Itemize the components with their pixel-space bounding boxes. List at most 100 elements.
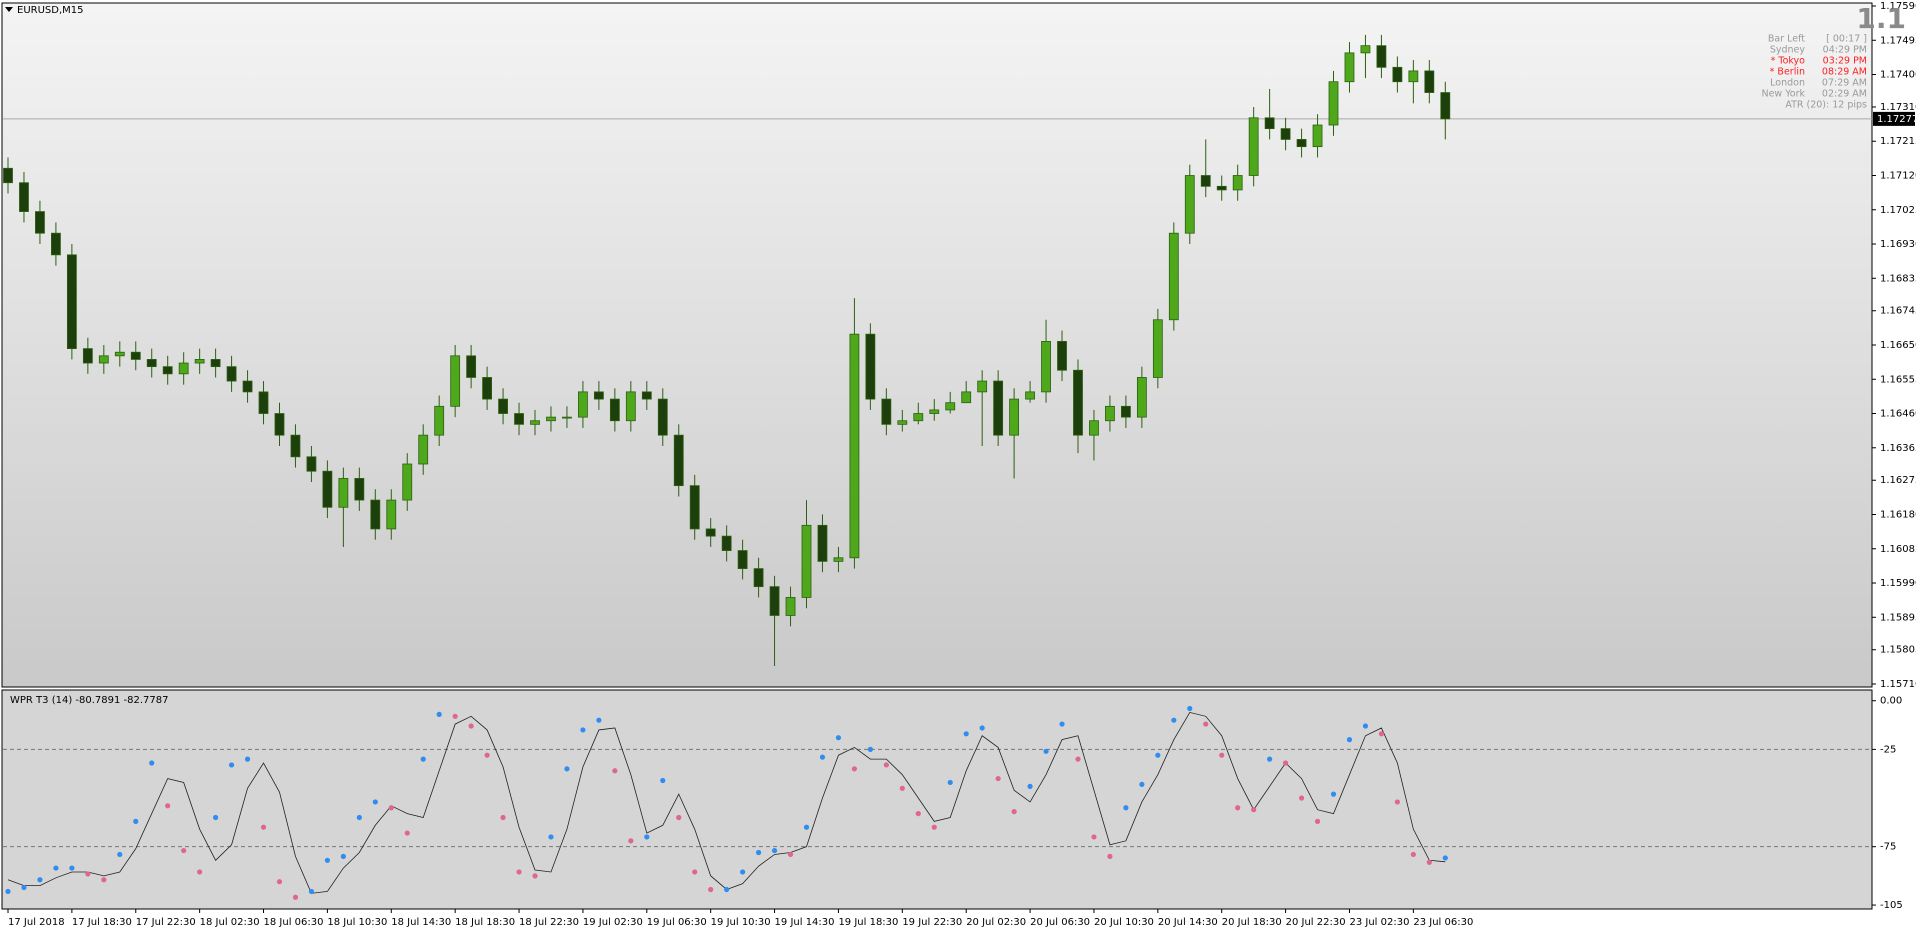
candle-body <box>1152 319 1163 378</box>
wpr-dot <box>1314 818 1321 824</box>
candle-body <box>434 405 445 436</box>
candle-body <box>721 535 732 551</box>
info-label: * Tokyo <box>1771 56 1806 67</box>
wpr-dot <box>197 869 203 875</box>
wpr-dot <box>628 838 634 844</box>
x-tick-label: 20 Jul 02:30 <box>966 917 1026 928</box>
x-tick-label: 19 Jul 22:30 <box>902 917 962 928</box>
x-tick-label: 19 Jul 02:30 <box>583 917 643 928</box>
y-tick-label: -105 <box>1880 900 1903 911</box>
info-value: 04:29 PM <box>1823 45 1867 56</box>
candle-body <box>514 413 524 425</box>
symbol-menu-arrow[interactable] <box>5 7 13 12</box>
y-tick-label: 1.16085 <box>1880 544 1916 555</box>
candle-body <box>753 568 764 588</box>
candle-body <box>1121 405 1131 418</box>
x-tick-label: 23 Jul 02:30 <box>1349 917 1409 928</box>
candle-body <box>737 550 748 569</box>
candle-body <box>673 434 684 487</box>
candle-body <box>1136 377 1147 418</box>
candle-body <box>1232 175 1243 191</box>
candle-body <box>210 359 221 368</box>
wpr-dot <box>420 756 426 762</box>
wpr-dot <box>53 865 59 871</box>
wpr-dot <box>1426 859 1432 865</box>
candle-body <box>689 485 700 530</box>
candle-body <box>785 597 796 616</box>
wpr-dot <box>963 731 969 737</box>
wpr-dot <box>1251 807 1257 813</box>
wpr-dot <box>708 886 714 893</box>
wpr-dot <box>244 756 251 762</box>
wpr-dot <box>1235 805 1241 811</box>
wpr-dot <box>979 725 985 731</box>
x-tick-label: 18 Jul 10:30 <box>327 917 387 928</box>
candle-body <box>705 528 716 537</box>
wpr-dot <box>995 775 1001 782</box>
candle-body <box>865 333 876 400</box>
wpr-dot <box>388 805 394 811</box>
wpr-dot <box>404 830 410 836</box>
info-label: Bar Left <box>1768 34 1805 45</box>
y-tick-label: 1.17590 <box>1880 1 1916 12</box>
wpr-dot <box>1362 723 1369 729</box>
wpr-dot <box>1298 795 1305 801</box>
x-tick-label: 17 Jul 18:30 <box>72 917 132 928</box>
wpr-dot <box>69 865 75 871</box>
info-value: 03:29 PM <box>1823 56 1867 67</box>
candle-body <box>897 420 908 425</box>
y-tick-label: 1.16275 <box>1880 475 1916 486</box>
wpr-dot <box>1219 752 1225 758</box>
wpr-dot <box>484 752 490 758</box>
current-price-label: 1.17277 <box>1877 114 1916 125</box>
y-tick-label: -75 <box>1880 842 1896 853</box>
wpr-dot <box>532 873 538 879</box>
candle-body <box>546 416 556 422</box>
wpr-dot <box>564 766 570 772</box>
info-big: 1.1 <box>1856 2 1906 35</box>
candle-body <box>1073 369 1083 436</box>
wpr-dot <box>1043 748 1049 754</box>
candle-body <box>593 391 604 400</box>
candle-body <box>961 391 972 404</box>
main-panel <box>1 2 1873 688</box>
candle-body <box>1057 340 1067 371</box>
wpr-dot <box>324 857 330 863</box>
candle-body <box>993 380 1004 436</box>
candle-body <box>66 254 77 350</box>
candle-body <box>849 333 860 559</box>
x-tick-label: 17 Jul 22:30 <box>136 917 196 928</box>
candle-body <box>1248 117 1259 176</box>
wpr-dot <box>835 735 842 741</box>
wpr-dot <box>1394 799 1400 805</box>
info-value: 02:29 AM <box>1822 89 1867 100</box>
candle-body <box>1344 52 1355 83</box>
candle-body <box>817 524 828 562</box>
wpr-dot <box>1011 809 1017 815</box>
wpr-dot <box>899 785 905 791</box>
y-tick-label: -25 <box>1880 744 1896 755</box>
candle-body <box>82 348 93 364</box>
wpr-dot <box>771 847 778 854</box>
candle-body <box>1392 66 1403 83</box>
y-tick-label: 1.17495 <box>1880 35 1916 46</box>
wpr-dot <box>931 824 937 830</box>
x-tick-label: 20 Jul 10:30 <box>1094 917 1154 928</box>
x-tick-label: 20 Jul 18:30 <box>1222 917 1282 928</box>
wpr-dot <box>1187 705 1193 712</box>
candle-body <box>306 456 317 472</box>
wpr-dot <box>308 888 315 895</box>
candle-body <box>402 463 413 501</box>
candle-body <box>322 470 333 508</box>
y-tick-label: 1.16745 <box>1880 306 1916 317</box>
wpr-dot <box>548 834 554 840</box>
wpr-dot <box>1059 721 1065 727</box>
indicator-title: WPR T3 (14) -80.7891 -82.7787 <box>10 695 169 706</box>
y-tick-label: 1.17310 <box>1880 102 1916 113</box>
candle-body <box>130 351 141 360</box>
wpr-dot <box>660 777 666 784</box>
wpr-dot <box>276 879 283 885</box>
candle-body <box>1009 398 1020 436</box>
candle-body <box>1089 420 1099 436</box>
y-tick-label: 1.15895 <box>1880 612 1916 623</box>
